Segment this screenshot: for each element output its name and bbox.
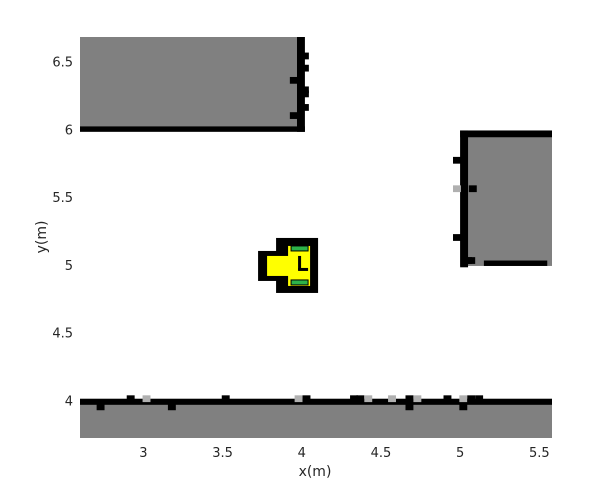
x-axis-label: x(m) xyxy=(299,464,332,480)
y-tick-label: 4 xyxy=(65,394,73,409)
occupancy-cell xyxy=(413,395,422,403)
occupancy-cell xyxy=(459,395,468,403)
occupancy-cell xyxy=(475,395,484,403)
occupied-wall xyxy=(460,130,552,138)
occupancy-cell xyxy=(453,156,461,164)
occupancy-cell xyxy=(167,403,176,411)
y-tick-label: 6 xyxy=(65,123,73,138)
walls-layer xyxy=(80,37,552,405)
robot-rear-body xyxy=(267,255,290,276)
robot-heading-bar xyxy=(298,267,309,271)
robot-wheel-top xyxy=(290,245,309,252)
occupancy-cells-layer xyxy=(96,52,484,411)
occupancy-cell xyxy=(300,86,309,94)
occupied-wall xyxy=(460,130,469,268)
occupancy-cell xyxy=(405,403,414,411)
occupancy-cell xyxy=(350,395,358,403)
occupancy-cell xyxy=(300,64,309,72)
y-tick-label: 5 xyxy=(65,259,73,274)
occupancy-cell xyxy=(289,112,298,119)
y-tick-label: 5.5 xyxy=(52,191,73,206)
occupancy-cell xyxy=(443,395,452,403)
occupancy-cell xyxy=(300,90,309,98)
occupancy-cell xyxy=(459,403,468,411)
x-tick-label: 3.5 xyxy=(212,446,233,461)
obstacle-bottom-wall xyxy=(80,401,552,438)
plot-area xyxy=(80,37,552,438)
occupancy-cell xyxy=(364,395,373,403)
occupancy-cell xyxy=(453,185,461,193)
occupied-wall xyxy=(483,260,548,266)
occupied-wall xyxy=(80,398,552,405)
robot-marker xyxy=(258,237,319,293)
occupancy-cell xyxy=(453,234,461,241)
x-tick-label: 5.5 xyxy=(529,446,550,461)
obstacle-top-left-block xyxy=(80,37,302,131)
x-tick-label: 5 xyxy=(456,446,464,461)
robot-wheel-bottom xyxy=(290,279,309,286)
occupancy-cell xyxy=(388,395,396,403)
occupancy-cell xyxy=(405,395,414,403)
y-axis-label: y(m) xyxy=(34,221,50,254)
occupancy-cell xyxy=(356,395,365,403)
occupancy-cell xyxy=(294,395,303,403)
occupancy-cell xyxy=(142,395,151,403)
robot-heading-mark xyxy=(298,255,302,270)
occupancy-cell xyxy=(126,395,135,403)
occupied-wall xyxy=(296,37,305,132)
occupancy-cell xyxy=(467,395,476,403)
occupancy-cell xyxy=(300,52,309,60)
y-axis-ticks: 4 4.5 5 5.5 6 6.5 xyxy=(52,56,73,410)
obstacles-layer xyxy=(80,37,552,438)
robot xyxy=(258,237,319,293)
obstacle-right-block xyxy=(460,130,552,266)
occupancy-cell xyxy=(289,76,298,84)
x-tick-label: 4 xyxy=(298,446,306,461)
occupancy-cell xyxy=(467,257,476,264)
y-tick-label: 6.5 xyxy=(52,56,73,71)
occupancy-cell xyxy=(468,185,477,193)
occupancy-cell xyxy=(300,104,309,111)
x-axis-ticks: 3 3.5 4 4.5 5 5.5 xyxy=(139,446,549,461)
occupancy-cell xyxy=(221,395,230,403)
occupied-wall xyxy=(80,126,305,132)
occupancy-cell xyxy=(302,395,311,403)
y-tick-label: 4.5 xyxy=(52,327,73,342)
occupancy-cell xyxy=(96,403,105,411)
x-tick-label: 4.5 xyxy=(371,446,392,461)
x-tick-label: 3 xyxy=(139,446,147,461)
